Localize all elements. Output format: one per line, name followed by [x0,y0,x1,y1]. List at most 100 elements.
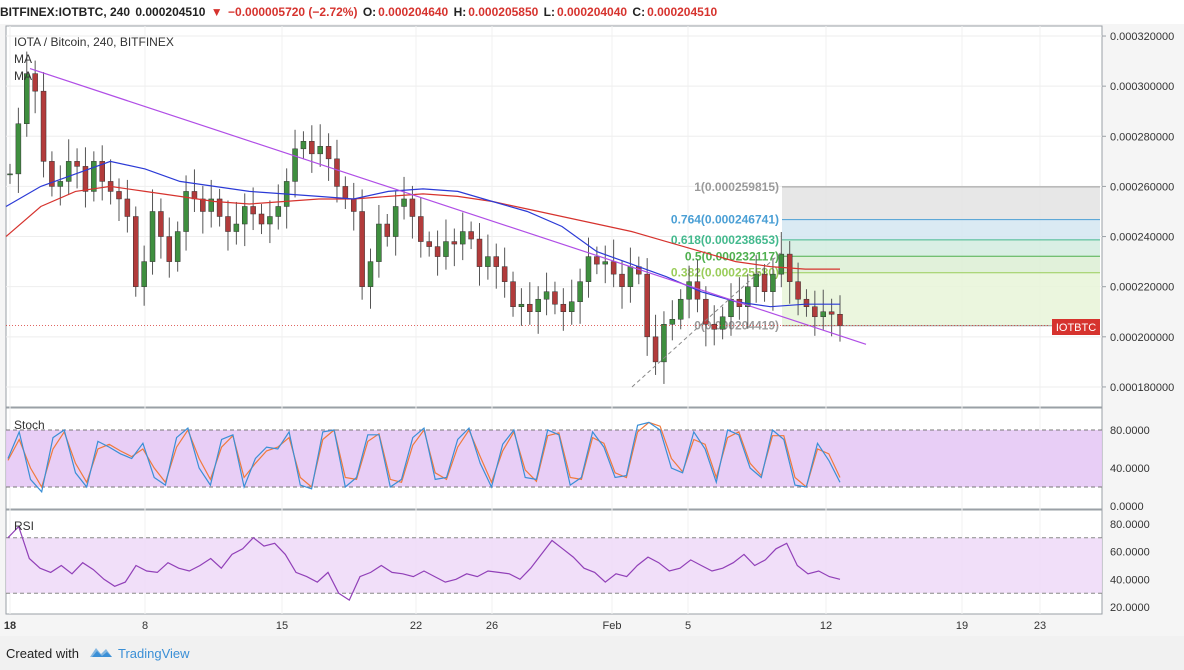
candle-body [745,286,751,307]
candle-body [459,231,466,245]
y-tick-label: 0.000180000 [1110,382,1174,394]
candle-body [686,281,692,300]
chart-canvas[interactable]: 1(0.000259815) 0.764(0.000246741) 0.618(0.… [0,24,1184,636]
candle-body [719,316,726,330]
rsi-tick-label: 60.0000 [1110,547,1150,559]
ma-blue-line [5,160,840,308]
rsi-tick-label: 80.0000 [1110,519,1150,531]
candle-body [82,166,89,192]
candle-body [493,256,500,267]
ma-legend-2: MA [14,69,32,83]
x-tick-label: 12 [820,620,832,632]
x-tick-label: Feb [603,620,622,632]
candle-body [577,281,583,302]
symbol-header: BITFINEX:IOTBTC, 240 0.000204510 ▼ −0.00… [0,0,1184,24]
rsi-tick-label: 20.0000 [1110,602,1150,614]
candle-body [451,241,458,245]
candle-body [24,73,30,125]
x-tick-label: 22 [410,620,422,632]
candle-body [15,123,22,175]
stoch-tick-label: 0.0000 [1110,501,1144,513]
candle-body [91,161,97,192]
candle-body [426,241,432,247]
x-tick-label: 19 [956,620,968,632]
candle-body [728,298,734,318]
candle-body [619,273,625,287]
open-value: 0.000204640 [378,5,449,19]
rsi-band [6,537,1102,594]
candle-body [116,191,122,200]
candle-body [342,186,349,200]
fib-swing-line [631,251,783,388]
x-tick-label: 15 [276,620,288,632]
candle-body [543,291,550,300]
candle-body [124,198,131,217]
candle-body [669,319,676,325]
candle-body [158,211,164,237]
x-tick-label: 23 [1034,620,1046,632]
rsi-label: RSI [14,519,34,533]
stoch-tick-label: 40.0000 [1110,463,1150,475]
candle-body [258,213,265,225]
y-tick-label: 0.000240000 [1110,232,1174,244]
candle-body [392,206,399,237]
high-label: H: [453,5,467,19]
low-label: L: [543,5,555,19]
stoch-band [6,430,1102,487]
close-label: C: [632,5,646,19]
candle-body [703,298,709,325]
candle-body [418,216,424,242]
candle-body [174,231,181,262]
candle-body [325,146,332,160]
candle-body [74,161,80,167]
candle-body [677,298,684,320]
ma-red-line [5,185,840,270]
chart-title: IOTA / Bitcoin, 240, BITFINEX [14,35,174,49]
candle-body [585,256,592,282]
trendline [29,68,867,345]
candle-body [166,236,173,262]
candle-body [267,216,273,225]
candle-body [57,181,64,187]
candle-body [468,231,474,240]
candle-body [292,148,298,182]
y-tick-label: 0.000280000 [1110,131,1174,143]
candle-body [812,306,818,318]
fib-band [782,272,1100,326]
candle-body [149,211,156,262]
candle-body [183,191,189,232]
candle-body [753,273,759,287]
candle-body [610,261,617,275]
candle-body [225,216,231,232]
fib-band [782,256,1100,273]
candle-body [560,303,567,312]
candle-body [376,223,382,262]
candle-body [627,266,634,287]
x-tick-label: 8 [142,620,148,632]
candle-body [644,273,650,338]
candle-body [409,198,416,217]
fib-band [782,219,1100,240]
price-tag-label: IOTBTC [1056,322,1096,334]
close-value: 0.000204510 [647,5,718,19]
candle-body [401,198,407,207]
candle-body [661,324,667,363]
tradingview-link[interactable]: TradingView [118,646,190,661]
fib-band [782,239,1100,257]
rsi-line [7,525,841,601]
symbol-name[interactable]: BITFINEX:IOTBTC, 240 [0,5,131,19]
candle-body [770,273,776,292]
candle-body [250,206,256,215]
stoch-k-line [7,421,841,494]
candle-body [501,266,508,282]
candle-body [216,198,223,217]
y-tick-label: 0.000300000 [1110,81,1174,93]
candle-body [141,261,147,287]
price-tag: IOTBTC [1052,319,1100,335]
candle-body [711,324,717,330]
y-tick-label: 0.000260000 [1110,181,1174,193]
candle-body [241,206,248,225]
candle-body [275,206,282,217]
fib-label: 0.618(0.000238653) [671,233,779,247]
candle-body [359,211,365,287]
